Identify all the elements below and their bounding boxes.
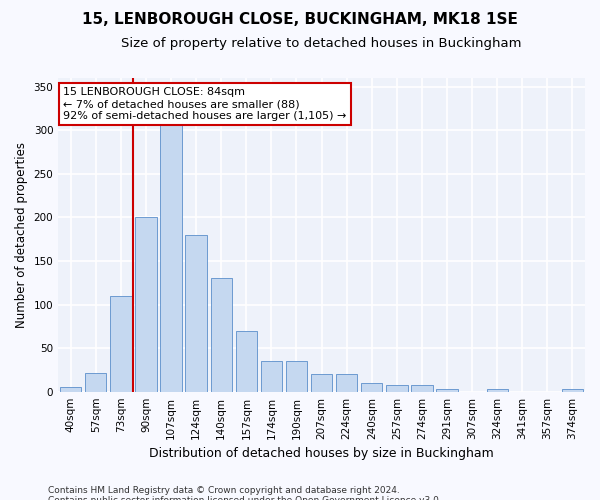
Bar	[386, 384, 407, 392]
Bar	[110, 296, 131, 392]
Bar	[160, 108, 182, 392]
Bar	[136, 218, 157, 392]
Bar	[236, 330, 257, 392]
Bar	[85, 372, 106, 392]
Y-axis label: Number of detached properties: Number of detached properties	[15, 142, 28, 328]
Bar	[487, 389, 508, 392]
Bar	[311, 374, 332, 392]
Text: Contains HM Land Registry data © Crown copyright and database right 2024.: Contains HM Land Registry data © Crown c…	[48, 486, 400, 495]
Title: Size of property relative to detached houses in Buckingham: Size of property relative to detached ho…	[121, 38, 522, 51]
X-axis label: Distribution of detached houses by size in Buckingham: Distribution of detached houses by size …	[149, 447, 494, 460]
Text: Contains public sector information licensed under the Open Government Licence v3: Contains public sector information licen…	[48, 496, 442, 500]
Bar	[361, 383, 382, 392]
Bar	[185, 235, 207, 392]
Bar	[336, 374, 358, 392]
Text: 15, LENBOROUGH CLOSE, BUCKINGHAM, MK18 1SE: 15, LENBOROUGH CLOSE, BUCKINGHAM, MK18 1…	[82, 12, 518, 28]
Bar	[211, 278, 232, 392]
Bar	[261, 361, 282, 392]
Bar	[60, 388, 82, 392]
Text: 15 LENBOROUGH CLOSE: 84sqm
← 7% of detached houses are smaller (88)
92% of semi-: 15 LENBOROUGH CLOSE: 84sqm ← 7% of detac…	[64, 88, 347, 120]
Bar	[436, 389, 458, 392]
Bar	[562, 389, 583, 392]
Bar	[411, 384, 433, 392]
Bar	[286, 361, 307, 392]
